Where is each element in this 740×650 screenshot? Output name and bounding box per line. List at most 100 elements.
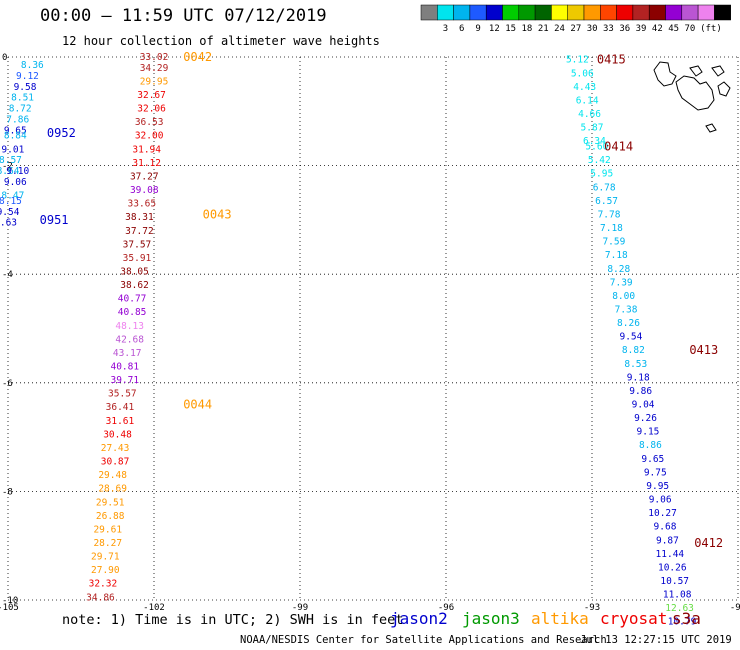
wave-height-label: 10.79: [668, 617, 697, 628]
footer-credit: NOAA/NESDIS Center for Satellite Applica…: [240, 634, 607, 646]
wave-height-label: 9.12: [16, 71, 39, 82]
wave-height-label: 7.78: [598, 209, 621, 220]
wave-height-label: 29.95: [140, 76, 169, 87]
color-swatch: [485, 4, 503, 21]
color-scale-label: 45: [668, 24, 679, 34]
wave-height-label: 4.43: [573, 82, 596, 93]
color-scale-label: 27: [570, 24, 581, 34]
color-swatch: [697, 4, 715, 21]
track-0414: 5.60 5.42 5.95 6.78 6.57 7.78 7.18 7.59 7.18 8.28…: [585, 140, 642, 343]
wave-height-label: 32.67: [137, 90, 166, 101]
wave-height-label: 9.18: [627, 372, 650, 383]
color-scale-label: 24: [554, 24, 565, 34]
wave-height-label: 42.68: [115, 334, 144, 345]
wave-height-label: 8.86: [639, 440, 662, 451]
color-scale-label: 18: [522, 24, 533, 34]
color-scale-label: 42: [652, 24, 663, 34]
color-scale-label: 12: [489, 24, 500, 34]
wave-height-label: 35.57: [108, 389, 137, 400]
footer-note: note: 1) Time is in UTC; 2) SWH is in fe…: [62, 612, 404, 628]
wave-height-label: 31.61: [106, 416, 135, 427]
wave-height-label: 8.28: [607, 264, 630, 275]
color-swatch: [534, 4, 552, 21]
wave-height-label: 29.71: [91, 552, 120, 563]
wave-height-label: 31.94: [132, 144, 161, 155]
wave-height-label: 8.84: [4, 131, 27, 142]
wave-height-label: 8.36: [21, 60, 44, 71]
color-swatch: [551, 4, 568, 21]
wave-height-label: 9.63: [0, 218, 17, 229]
wave-height-label: 9.75: [644, 467, 667, 478]
track-id-label: 0044: [183, 398, 212, 412]
color-swatch: [437, 4, 454, 21]
chart-grid: [7, 56, 739, 601]
color-scale-label: 15: [505, 24, 516, 34]
wave-height-label: 5.42: [588, 155, 611, 166]
wave-height-label: 37.27: [130, 171, 159, 182]
wave-height-label: 8.64: [0, 166, 20, 177]
wave-height-label: 5.87: [581, 123, 604, 134]
wave-height-label: 5.60: [585, 142, 608, 153]
wave-height-label: 29.48: [98, 470, 127, 481]
track-0952: 8.369.129.588.518.727.869.658.84 9.018.57…: [0, 60, 76, 177]
wave-height-label: 7.38: [615, 304, 638, 315]
page-title: 00:00 – 11:59 UTC 07/12/2019: [40, 6, 327, 26]
color-scale-label: 9: [475, 24, 480, 34]
wave-height-label: 29.61: [93, 524, 122, 535]
color-swatch: [648, 4, 666, 21]
wave-height-label: 34.86: [86, 592, 115, 603]
wave-height-label: 7.18: [605, 250, 628, 261]
wave-height-label: 5.12: [566, 55, 589, 66]
wave-height-label: 11.44: [656, 549, 685, 560]
color-scale-legend: 3 6 9 12 15 18 21 24 27 30 33 36 39 42 45 70 (ft): [420, 4, 731, 34]
galapagos-islands-map: [653, 61, 731, 133]
wave-height-label: 31.12: [132, 158, 161, 169]
wave-height-label: 6.34: [583, 136, 606, 147]
color-scale-label: 33: [603, 24, 614, 34]
wave-height-label: 28.69: [98, 484, 127, 495]
wave-height-label: 38.05: [120, 266, 149, 277]
wave-height-label: 32.32: [89, 579, 118, 590]
y-tick-label: -8: [2, 487, 13, 497]
mission-label-cryosat: cryosat: [600, 609, 668, 628]
wave-height-label: 9.87: [656, 535, 679, 546]
wave-height-label: 4.66: [578, 109, 601, 120]
x-tick-label: -90: [730, 603, 740, 613]
color-swatch: [469, 4, 487, 21]
wave-height-label: 9.06: [4, 177, 27, 188]
wave-height-label: 11.08: [663, 590, 692, 601]
wave-height-label: 8.47: [1, 190, 24, 201]
mission-label-s3a: s3a: [672, 609, 701, 628]
wave-height-label: 9.54: [619, 332, 642, 343]
color-swatch: [681, 4, 699, 21]
wave-height-label: 43.17: [113, 348, 142, 359]
wave-height-label: 27.43: [101, 443, 130, 454]
wave-height-label: 8.15: [0, 196, 22, 207]
color-scale-label: 3: [443, 24, 448, 34]
wave-height-label: 9.58: [14, 82, 37, 93]
color-swatch: [518, 4, 536, 21]
wave-height-label: 34.29: [140, 63, 169, 74]
x-tick-label: -99: [292, 603, 308, 613]
wave-height-label: 36.53: [135, 117, 164, 128]
color-scale-label: 21: [538, 24, 549, 34]
track-id-label: 0415: [597, 53, 626, 67]
mission-label-jason3: jason3: [462, 609, 520, 628]
wave-height-label: 5.06: [571, 68, 594, 79]
wave-height-label: 33.02: [140, 52, 169, 63]
wave-height-label: 48.13: [115, 321, 144, 332]
y-tick-label: -4: [2, 270, 13, 280]
wave-height-label: 8.00: [612, 291, 635, 302]
axis-tick-labels: -105 -102 -99 -96 -93 -90 0 -2 -4 -6 -8 -10: [0, 53, 740, 613]
wave-height-label: 9.26: [634, 413, 657, 424]
wave-height-label: 9.65: [641, 454, 664, 465]
color-swatch: [567, 4, 585, 21]
x-tick-label: -93: [584, 603, 600, 613]
track-0412: 9.68 9.87 11.44 10.26 10.57 11.08 12.63 10.79 04…: [654, 522, 724, 628]
y-tick-label: 0: [2, 53, 7, 63]
wave-height-label: 8.53: [624, 359, 647, 370]
x-tick-label: -105: [0, 603, 19, 613]
wave-height-label: 10.27: [648, 508, 677, 519]
